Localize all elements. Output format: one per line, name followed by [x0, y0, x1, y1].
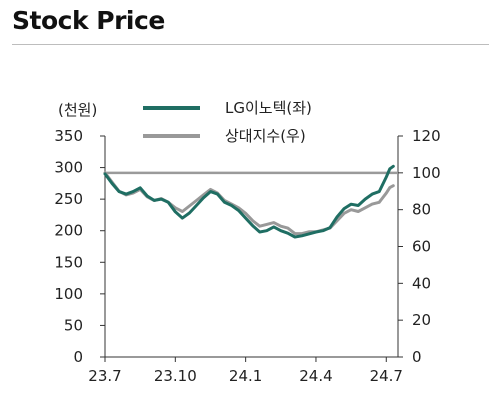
right-axis-tick-label: 40 — [412, 274, 431, 292]
page-title: Stock Price — [12, 6, 165, 35]
left-axis-tick-label: 300 — [54, 159, 83, 177]
right-axis-tick-label: 0 — [412, 348, 422, 366]
x-axis-tick-label: 24.1 — [229, 367, 262, 385]
series-line-stock-price — [103, 164, 395, 239]
left-axis-tick-label: 50 — [64, 316, 83, 334]
left-axis-tick-label: 200 — [54, 222, 83, 240]
left-axis-unit-label: (천원) — [58, 101, 97, 119]
left-axis-tick-label: 0 — [73, 348, 83, 366]
left-axis-tick-label: 100 — [54, 285, 83, 303]
x-axis-tick-label: 24.7 — [370, 367, 403, 385]
x-axis-tick-label: 24.4 — [299, 367, 332, 385]
legend-label: 상대지수(우) — [225, 127, 306, 145]
right-axis-tick-label: 100 — [412, 164, 441, 182]
x-axis-tick-label: 23.7 — [88, 367, 121, 385]
left-axis-tick-label: 350 — [54, 127, 83, 145]
right-axis-tick-label: 60 — [412, 238, 431, 256]
legend-label: LG이노텍(좌) — [225, 99, 312, 117]
left-axis-tick-label: 250 — [54, 190, 83, 208]
title-divider — [12, 44, 489, 45]
chart-axes: 0 50 100 150 200 250 300 350 0 20 40 60 80 100 120 23.7… — [54, 127, 440, 385]
right-axis-tick-label: 120 — [412, 127, 441, 145]
left-axis-tick-label: 150 — [54, 253, 83, 271]
right-axis-tick-label: 20 — [412, 311, 431, 329]
right-axis-tick-label: 80 — [412, 201, 431, 219]
chart-legend: LG이노텍(좌) 상대지수(우) — [143, 99, 312, 145]
x-axis-tick-label: 23.10 — [154, 367, 197, 385]
chart-series — [103, 164, 395, 239]
